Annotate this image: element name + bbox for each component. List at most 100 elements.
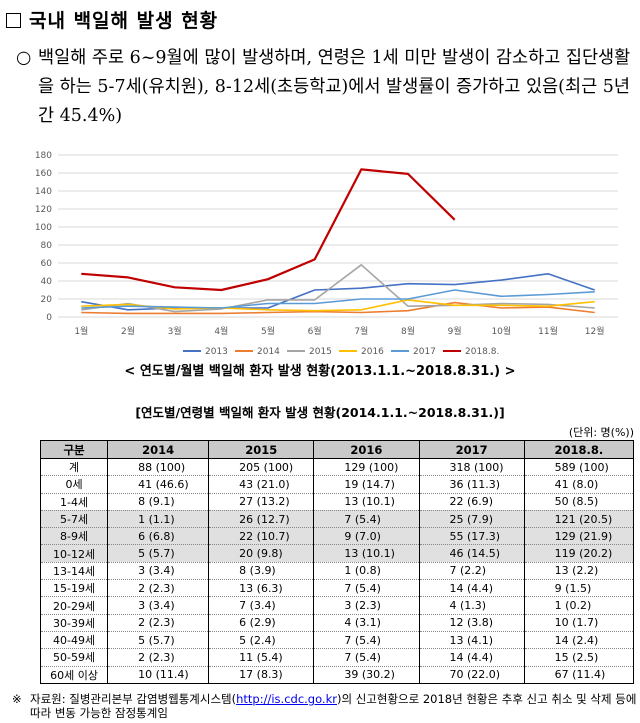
table-row: 5-7세 1 (1.1) 26 (12.7) 7 (5.4) 25 (7.9) 121 (… <box>39 509 635 528</box>
chart-caption: < 연도별/월별 백일해 환자 발생 현황(2013.1.1.~2018.8.3… <box>124 364 516 379</box>
table-cell: 5 (5.7) <box>107 544 210 563</box>
table-cell: 3 (3.4) <box>107 596 210 615</box>
table-cell: 14 (2.4) <box>523 630 635 649</box>
table-cell: 6 (2.9) <box>208 613 315 632</box>
row-label: 30-39세 <box>39 613 109 632</box>
table-cell: 1 (1.1) <box>107 509 210 528</box>
table-cell: 19 (14.7) <box>313 475 420 494</box>
table-cell: 9 (1.5) <box>523 579 635 597</box>
y-tick-label: 180 <box>35 151 52 161</box>
row-label: 계 <box>39 457 109 476</box>
table-cell: 2 (2.3) <box>107 648 210 667</box>
table-cell: 7 (2.2) <box>418 561 525 580</box>
table-cell: 20 (9.8) <box>208 544 315 563</box>
table-cell: 41 (46.6) <box>107 475 210 494</box>
table-cell: 46 (14.5) <box>418 544 525 563</box>
table-row: 1-4세 8 (9.1) 27 (13.2) 13 (10.1) 22 (6.9) 50 … <box>39 492 635 511</box>
table-row: 계 88 (100) 205 (100) 129 (100) 318 (100) 589 … <box>39 457 635 476</box>
y-tick-label: 80 <box>41 241 53 251</box>
table-cell: 88 (100) <box>107 457 210 476</box>
table-body: 계 88 (100) 205 (100) 129 (100) 318 (100) 589 … <box>39 457 635 684</box>
table-cell: 10 (1.7) <box>523 613 635 632</box>
table-row: 60세 이상 10 (11.4) 17 (8.3) 39 (30.2) 70 (22.0… <box>39 665 635 684</box>
table-cell: 121 (20.5) <box>523 509 635 528</box>
legend-label: 2014 <box>257 347 280 357</box>
table-cell: 14 (4.4) <box>418 648 525 667</box>
y-tick-label: 160 <box>35 169 52 179</box>
note-text-before: 자료원: 질병관리본부 감염병웹통계시스템( <box>30 692 237 706</box>
table-cell: 1 (0.2) <box>523 596 635 615</box>
source-link[interactable]: http://is.cdc.go.kr <box>236 692 337 706</box>
table-cell: 7 (5.4) <box>313 579 420 597</box>
table-cell: 1 (0.8) <box>313 561 420 580</box>
table-cell: 13 (6.3) <box>208 579 315 597</box>
note-text-after: )의 신고현황으로 2018년 현황은 추후 신고 취소 및 삭제 등에 따라 … <box>30 692 637 720</box>
x-tick-label: 8월 <box>401 325 415 337</box>
row-label: 15-19세 <box>39 579 109 597</box>
x-tick-label: 11월 <box>538 325 558 337</box>
column-header-0: 구분 <box>39 440 109 459</box>
y-tick-label: 120 <box>35 205 52 215</box>
row-label: 10-12세 <box>39 544 109 563</box>
table-cell: 15 (2.5) <box>523 648 635 667</box>
table-cell: 589 (100) <box>523 457 635 476</box>
table-cell: 67 (11.4) <box>523 665 635 684</box>
table-cell: 11 (5.4) <box>208 648 315 667</box>
table-cell: 17 (8.3) <box>208 665 315 684</box>
table-cell: 55 (17.3) <box>418 527 525 545</box>
column-header-5: 2018.8. <box>523 440 635 459</box>
summary-text: 백일해 주로 6~9월에 많이 발생하며, 연령은 1세 미만 발생이 감소하고… <box>38 48 631 126</box>
table-row: 30-39세 2 (2.3) 6 (2.9) 4 (3.1) 12 (3.8) 10 (1… <box>39 613 635 632</box>
row-label: 40-49세 <box>39 630 109 649</box>
table-cell: 10 (11.4) <box>107 665 210 684</box>
table-row: 13-14세 3 (3.4) 8 (3.9) 1 (0.8) 7 (2.2) 13 (2.… <box>39 561 635 580</box>
table-cell: 129 (21.9) <box>523 527 635 545</box>
table-cell: 4 (1.3) <box>418 596 525 615</box>
series-line-2014 <box>81 301 595 315</box>
table-cell: 14 (4.4) <box>418 579 525 597</box>
table-cell: 5 (5.7) <box>107 630 210 649</box>
x-tick-label: 6월 <box>308 325 322 337</box>
y-tick-label: 20 <box>41 295 53 305</box>
table-cell: 8 (3.9) <box>208 561 315 580</box>
monthly-line-chart: 0 20 40 60 80 100 120 140 160 180 1월 2월 3월 4월 5월 6월 7월 8월… <box>35 151 618 357</box>
row-label: 13-14세 <box>39 561 109 580</box>
table-cell: 22 (6.9) <box>418 492 525 511</box>
table-cell: 7 (5.4) <box>313 648 420 667</box>
reference-mark: ※ <box>12 692 22 706</box>
row-label: 50-59세 <box>39 648 109 667</box>
table-header-row: 구분 2014 2015 2016 2017 2018.8. <box>39 440 635 459</box>
table-cell: 7 (5.4) <box>313 630 420 649</box>
x-tick-label: 7월 <box>354 325 368 337</box>
source-note: ※ 자료원: 질병관리본부 감염병웹통계시스템(http://is.cdc.go… <box>12 692 640 720</box>
x-tick-label: 1월 <box>74 325 88 337</box>
table-cell: 3 (3.4) <box>107 561 210 580</box>
table-cell: 2 (2.3) <box>107 579 210 597</box>
table-cell: 205 (100) <box>208 457 315 476</box>
table-caption: [연도별/연령별 백일해 환자 발생 현황(2014.1.1.~2018.8.3… <box>135 405 505 420</box>
legend-label: 2013 <box>205 347 228 357</box>
table-cell: 13 (10.1) <box>313 544 420 563</box>
table-row: 10-12세 5 (5.7) 20 (9.8) 13 (10.1) 46 (14.5) 1… <box>39 544 635 563</box>
table-cell: 8 (9.1) <box>107 492 210 511</box>
y-tick-label: 100 <box>35 223 52 233</box>
y-tick-label: 0 <box>46 313 52 323</box>
table-cell: 6 (6.8) <box>107 527 210 545</box>
row-label: 60세 이상 <box>39 665 109 684</box>
table-cell: 4 (3.1) <box>313 613 420 632</box>
table-cell: 12 (3.8) <box>418 613 525 632</box>
column-header-4: 2017 <box>418 440 525 459</box>
legend-label: 2015 <box>309 347 332 357</box>
series-line-2017 <box>81 289 595 309</box>
legend-label: 2018.8. <box>465 347 499 357</box>
table-cell: 7 (5.4) <box>313 509 420 528</box>
table-cell: 25 (7.9) <box>418 509 525 528</box>
x-tick-label: 9월 <box>448 325 462 337</box>
legend-label: 2016 <box>361 347 384 357</box>
checkbox-square-icon <box>6 13 21 28</box>
y-tick-label: 140 <box>35 187 52 197</box>
table-row: 40-49세 5 (5.7) 5 (2.4) 7 (5.4) 13 (4.1) 14 (2… <box>39 630 635 649</box>
table-cell: 7 (3.4) <box>208 596 315 615</box>
table-cell: 5 (2.4) <box>208 630 315 649</box>
table-cell: 2 (2.3) <box>107 613 210 632</box>
